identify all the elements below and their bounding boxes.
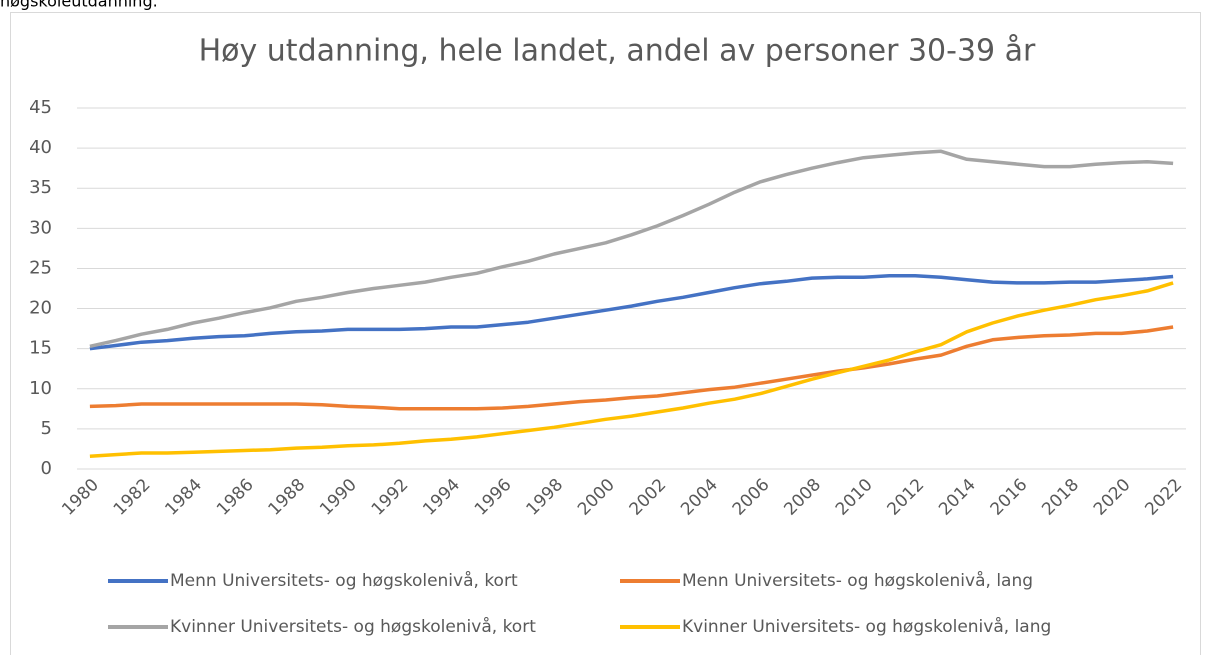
- y-tick-label: 40: [29, 137, 52, 158]
- y-tick-label: 25: [29, 257, 52, 278]
- y-tick-label: 10: [29, 378, 52, 399]
- y-tick-label: 20: [29, 298, 52, 319]
- y-tick-label: 15: [29, 338, 52, 359]
- y-tick-label: 30: [29, 217, 52, 238]
- series-line: [89, 149, 1174, 349]
- y-tick-label: 5: [41, 418, 52, 439]
- series-line: [89, 273, 1174, 351]
- chart-title: Høy utdanning, hele landet, andel av per…: [199, 34, 1036, 69]
- caption: høgskoleutdanning.: [0, 0, 158, 11]
- chart-frame: [10, 12, 1201, 659]
- legend-label: Menn Universitets- og høgskolenivå, kort: [170, 570, 518, 591]
- legend-label: Menn Universitets- og høgskolenivå, lang: [682, 570, 1033, 591]
- legend-label: Kvinner Universitets- og høgskolenivå, l…: [682, 616, 1051, 637]
- legend-label: Kvinner Universitets- og høgskolenivå, k…: [170, 616, 536, 637]
- y-tick-label: 45: [29, 97, 52, 118]
- y-tick-label: 35: [29, 177, 52, 198]
- y-tick-label: 0: [41, 458, 52, 479]
- series-line: [89, 325, 1174, 411]
- series-line: [89, 281, 1174, 458]
